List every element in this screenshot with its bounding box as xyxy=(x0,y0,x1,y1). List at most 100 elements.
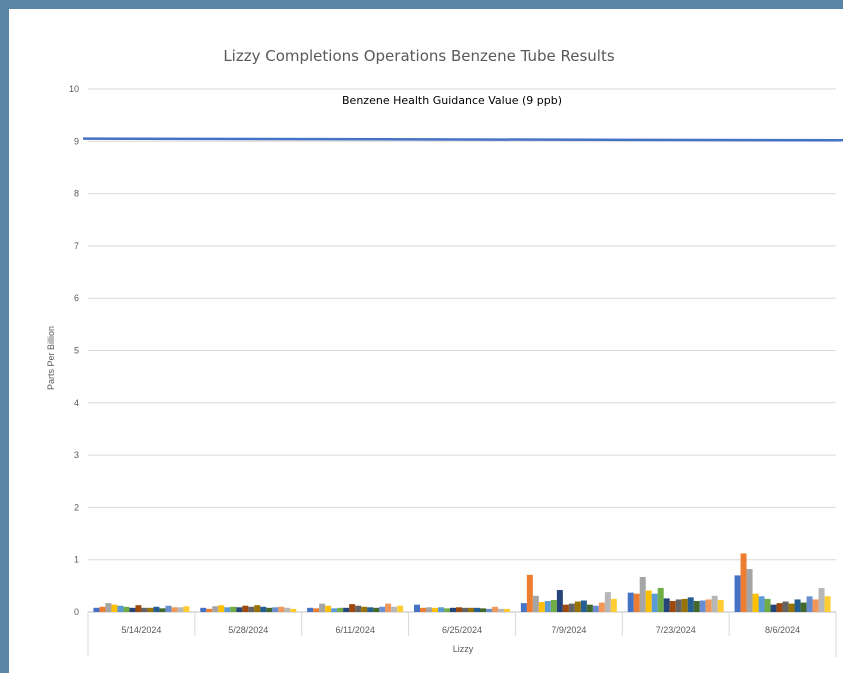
bar xyxy=(462,607,468,612)
bar xyxy=(242,605,249,612)
bar xyxy=(544,601,551,612)
bar xyxy=(651,593,658,612)
bar xyxy=(349,604,356,612)
guidance-line-label: Benzene Health Guidance Value (9 ppb) xyxy=(342,94,562,107)
bar xyxy=(504,608,510,612)
bars xyxy=(93,553,831,612)
bar xyxy=(717,599,724,612)
y-tick-label: 0 xyxy=(74,607,79,617)
bar xyxy=(556,590,563,612)
x-axis-title: Lizzy xyxy=(453,644,474,654)
bar xyxy=(373,607,380,612)
bar xyxy=(538,602,545,612)
bar xyxy=(480,608,486,612)
y-tick-label: 5 xyxy=(74,346,79,356)
bar xyxy=(633,593,640,612)
bar xyxy=(117,605,124,612)
bar xyxy=(711,595,718,612)
bar xyxy=(450,607,456,612)
axes: 0 1 2 3 4 5 6 7 8 9 10 5/14/2024 5/28/2024 6/11/2024 6… xyxy=(69,84,837,657)
y-tick-label: 3 xyxy=(74,450,79,460)
bar xyxy=(355,605,362,612)
benzene-bar-chart: Lizzy Completions Operations Benzene Tub… xyxy=(46,47,843,657)
x-tick-label: 5/28/2024 xyxy=(228,625,268,635)
bar xyxy=(200,607,207,612)
bar xyxy=(230,606,237,612)
chart-container: Lizzy Completions Operations Benzene Tub… xyxy=(9,9,843,673)
bar xyxy=(343,607,350,612)
bar xyxy=(159,608,166,612)
bar xyxy=(657,587,664,612)
bar xyxy=(444,608,450,612)
bar xyxy=(746,569,753,612)
bar xyxy=(414,604,420,612)
x-tick-label: 7/23/2024 xyxy=(656,625,696,635)
bar xyxy=(224,607,231,612)
y-tick-label: 1 xyxy=(74,555,79,565)
bar xyxy=(141,607,148,612)
bar xyxy=(474,607,480,612)
bar xyxy=(526,574,533,612)
x-tick-label: 6/25/2024 xyxy=(442,625,482,635)
bar xyxy=(468,607,474,612)
bar xyxy=(319,603,326,612)
bar xyxy=(592,605,599,612)
bar xyxy=(693,601,700,612)
bar xyxy=(520,603,527,612)
bar xyxy=(218,605,225,612)
guidance-line xyxy=(82,137,843,142)
bar xyxy=(580,600,587,612)
x-tick-label: 6/11/2024 xyxy=(335,625,374,635)
bar xyxy=(177,607,184,612)
bar xyxy=(367,607,374,612)
bar xyxy=(812,599,819,612)
bar xyxy=(562,604,569,612)
bar xyxy=(764,598,771,612)
bar xyxy=(171,607,178,612)
bar xyxy=(379,606,386,612)
bar xyxy=(212,606,219,612)
bar xyxy=(266,607,273,612)
bar xyxy=(788,603,795,612)
bar xyxy=(313,608,320,612)
y-tick-label: 2 xyxy=(74,502,79,512)
bar xyxy=(550,599,557,612)
bar xyxy=(426,607,432,612)
bar xyxy=(361,606,368,612)
bar xyxy=(800,602,807,612)
bar xyxy=(153,606,160,612)
bar xyxy=(782,601,789,612)
bar xyxy=(568,603,575,612)
bar xyxy=(254,605,261,612)
bar xyxy=(260,606,267,612)
bar xyxy=(284,607,291,612)
bar xyxy=(492,606,498,612)
bar xyxy=(824,596,831,612)
bar xyxy=(663,598,670,612)
guidance-line-group: Benzene Health Guidance Value (9 ppb) xyxy=(82,94,843,142)
bar xyxy=(604,592,611,612)
y-tick-label: 6 xyxy=(74,293,79,303)
bar xyxy=(627,592,634,612)
bar xyxy=(105,603,112,612)
gridlines xyxy=(88,88,836,613)
bar xyxy=(675,599,682,612)
bar xyxy=(337,607,344,612)
bar xyxy=(740,553,747,612)
bar xyxy=(639,576,646,612)
bar xyxy=(818,587,825,612)
bar xyxy=(699,600,706,612)
y-tick-label: 7 xyxy=(74,241,79,251)
bar xyxy=(486,608,492,612)
bar xyxy=(111,604,118,612)
bar xyxy=(147,607,154,612)
bar xyxy=(794,599,801,612)
bar xyxy=(236,607,243,612)
y-tick-label: 4 xyxy=(74,398,79,408)
bar xyxy=(669,601,676,612)
bar xyxy=(598,602,605,612)
bar xyxy=(123,606,130,612)
bar xyxy=(586,604,593,612)
bar xyxy=(734,575,741,612)
bar xyxy=(278,606,285,612)
